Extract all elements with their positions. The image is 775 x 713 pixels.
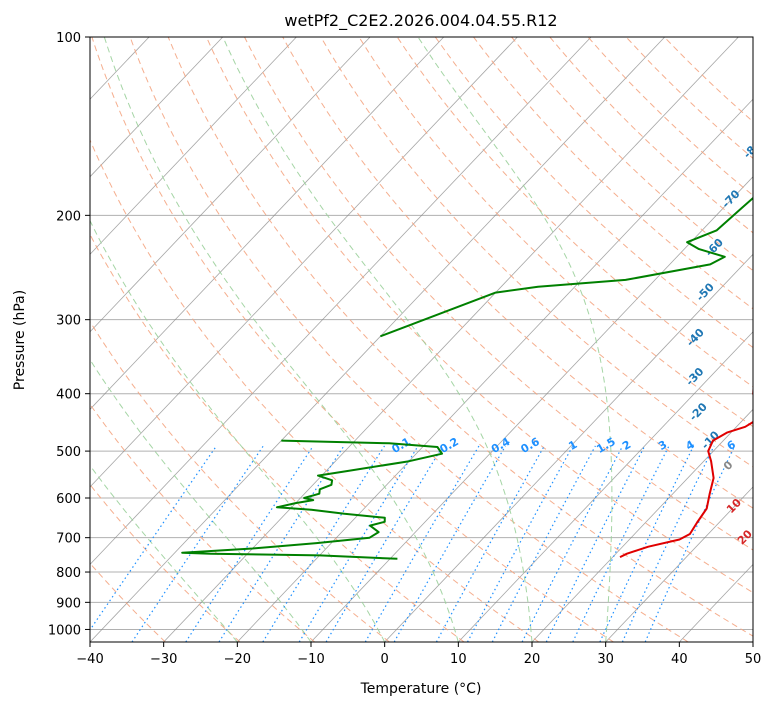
x-tick-label: 0 <box>381 652 389 667</box>
x-tick-label: 40 <box>671 652 688 667</box>
y-tick-label: 200 <box>56 209 81 224</box>
x-tick-label: 50 <box>745 652 762 667</box>
x-tick-label: −20 <box>224 652 251 667</box>
y-tick-label: 100 <box>56 31 81 46</box>
y-tick-label: 800 <box>56 566 81 581</box>
y-axis-title: Pressure (hPa) <box>12 290 28 390</box>
x-tick-label: −10 <box>297 652 324 667</box>
y-tick-label: 400 <box>56 388 81 403</box>
x-tick-label: −30 <box>150 652 177 667</box>
x-tick-label: 30 <box>597 652 614 667</box>
y-tick-label: 700 <box>56 532 81 547</box>
x-tick-label: 20 <box>524 652 541 667</box>
x-tick-label: 10 <box>450 652 467 667</box>
x-axis-title: Temperature (°C) <box>360 681 482 697</box>
y-tick-label: 1000 <box>48 623 81 638</box>
x-tick-label: −40 <box>76 652 103 667</box>
y-tick-label: 900 <box>56 596 81 611</box>
y-tick-label: 300 <box>56 314 81 329</box>
chart-title: wetPf2_C2E2.2026.004.04.55.R12 <box>284 11 557 31</box>
y-tick-label: 600 <box>56 492 81 507</box>
y-tick-label: 500 <box>56 445 81 460</box>
